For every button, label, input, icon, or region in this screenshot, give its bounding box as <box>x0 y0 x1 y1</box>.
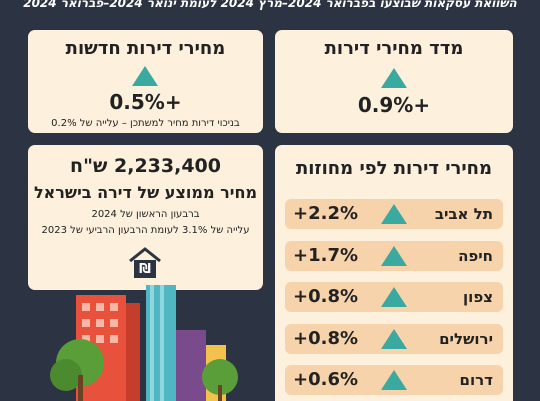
card-title: מדד מחירי דירות <box>324 38 464 59</box>
districts-card <box>275 145 513 401</box>
card-title: מחיר ממוצע של דירה בישראל <box>33 183 258 202</box>
up-arrow <box>381 370 407 390</box>
up-arrow <box>381 204 407 224</box>
district-row: צפון +0.8% <box>285 282 503 312</box>
district-row: ירושלים +0.8% <box>285 323 503 354</box>
district-name: ירושלים <box>439 329 493 348</box>
up-arrow <box>132 66 158 86</box>
change: +0.5% <box>109 90 182 114</box>
note: עלייה של 3.1% לעומת הרבעון הרביעי של 202… <box>41 225 250 236</box>
district-name: חיפה <box>458 246 493 265</box>
district-name: תל אביב <box>434 205 493 223</box>
district-change: +2.2% <box>293 203 359 224</box>
note: בניכוי דירות מחיר למשתכן – עלייה של 0.2% <box>51 118 240 129</box>
district-name: דרום <box>459 371 493 389</box>
up-arrow <box>381 287 407 307</box>
period: ברבעון הראשון של 2024 <box>91 209 200 220</box>
card-title: מחירי דירות לפי מחוזות <box>295 158 493 179</box>
up-arrow <box>381 245 407 266</box>
district-name: צפון <box>463 288 493 306</box>
svg-text:₪: ₪ <box>139 262 151 277</box>
up-arrow <box>381 328 407 349</box>
header-title: השוואת עסקאות שבוצעו בפברואר 2024–מרץ 20… <box>23 0 517 10</box>
district-row: חיפה +1.7% <box>285 240 503 271</box>
district-change: +0.8% <box>293 327 359 349</box>
district-row: דרום +0.6% <box>285 365 503 395</box>
house-icon: ₪ <box>129 247 161 278</box>
district-change: +0.6% <box>293 369 359 390</box>
card-title: מחירי דירות חדשות <box>65 38 226 59</box>
price: 2,233,400 ש"ח <box>70 155 221 177</box>
city-illustration <box>50 285 238 401</box>
district-row: תל אביב +2.2% <box>285 199 503 229</box>
district-change: +1.7% <box>293 244 359 266</box>
district-change: +0.8% <box>293 286 359 307</box>
up-arrow <box>381 68 407 88</box>
change: +0.9% <box>357 93 431 117</box>
